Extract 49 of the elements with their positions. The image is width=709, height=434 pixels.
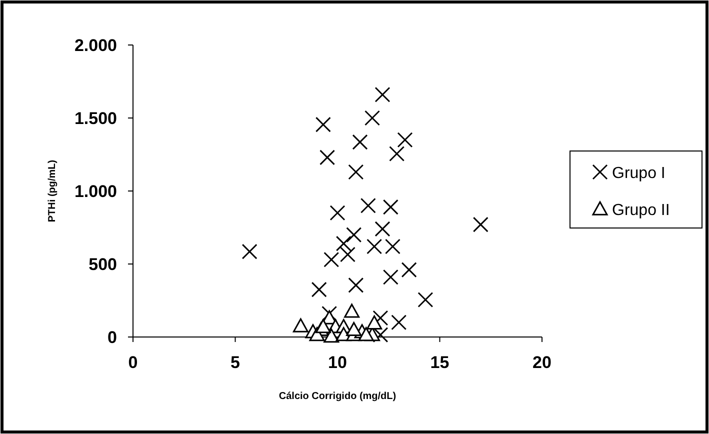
point <box>336 236 352 252</box>
point <box>360 198 376 214</box>
point <box>374 221 390 237</box>
y-tick-label: 1.000 <box>74 182 117 201</box>
point <box>348 164 364 180</box>
point <box>346 322 362 336</box>
point <box>311 282 327 298</box>
point <box>372 310 388 326</box>
point <box>292 318 308 332</box>
y-tick-label: 2.000 <box>74 36 117 55</box>
x-tick-label: 0 <box>128 353 138 372</box>
y-tick-label: 1.500 <box>74 109 117 128</box>
point <box>324 252 340 268</box>
y-tick-label: 0 <box>108 328 117 347</box>
point <box>418 292 434 308</box>
x-tick-label: 15 <box>430 353 450 372</box>
point <box>324 328 340 343</box>
point <box>472 216 488 232</box>
legend-label: Grupo I <box>612 165 666 182</box>
point <box>315 116 331 132</box>
x-tick-label: 10 <box>328 353 347 372</box>
point <box>352 134 368 150</box>
point <box>366 238 382 254</box>
point <box>315 319 331 334</box>
legend-label: Grupo II <box>612 202 670 219</box>
y-tick-label: 500 <box>88 255 117 274</box>
point <box>366 315 382 330</box>
point <box>330 205 346 221</box>
point <box>344 304 360 318</box>
point <box>389 146 405 162</box>
point <box>382 199 398 215</box>
point <box>397 132 413 148</box>
point <box>374 86 390 102</box>
x-axis-title: Cálcio Corrigido (mg/dL) <box>278 391 396 402</box>
y-axis-title: PTHi (pg/mL) <box>47 160 58 222</box>
point <box>358 327 374 342</box>
point <box>242 244 258 260</box>
x-tick-label: 20 <box>532 353 552 372</box>
point <box>346 227 362 243</box>
point <box>391 314 407 330</box>
point <box>401 262 417 278</box>
point <box>320 150 336 166</box>
x-tick-label: 5 <box>230 353 240 372</box>
point <box>348 277 364 293</box>
point <box>372 327 388 343</box>
point <box>340 246 356 262</box>
point <box>364 110 380 126</box>
point <box>384 238 400 254</box>
point <box>382 269 398 285</box>
